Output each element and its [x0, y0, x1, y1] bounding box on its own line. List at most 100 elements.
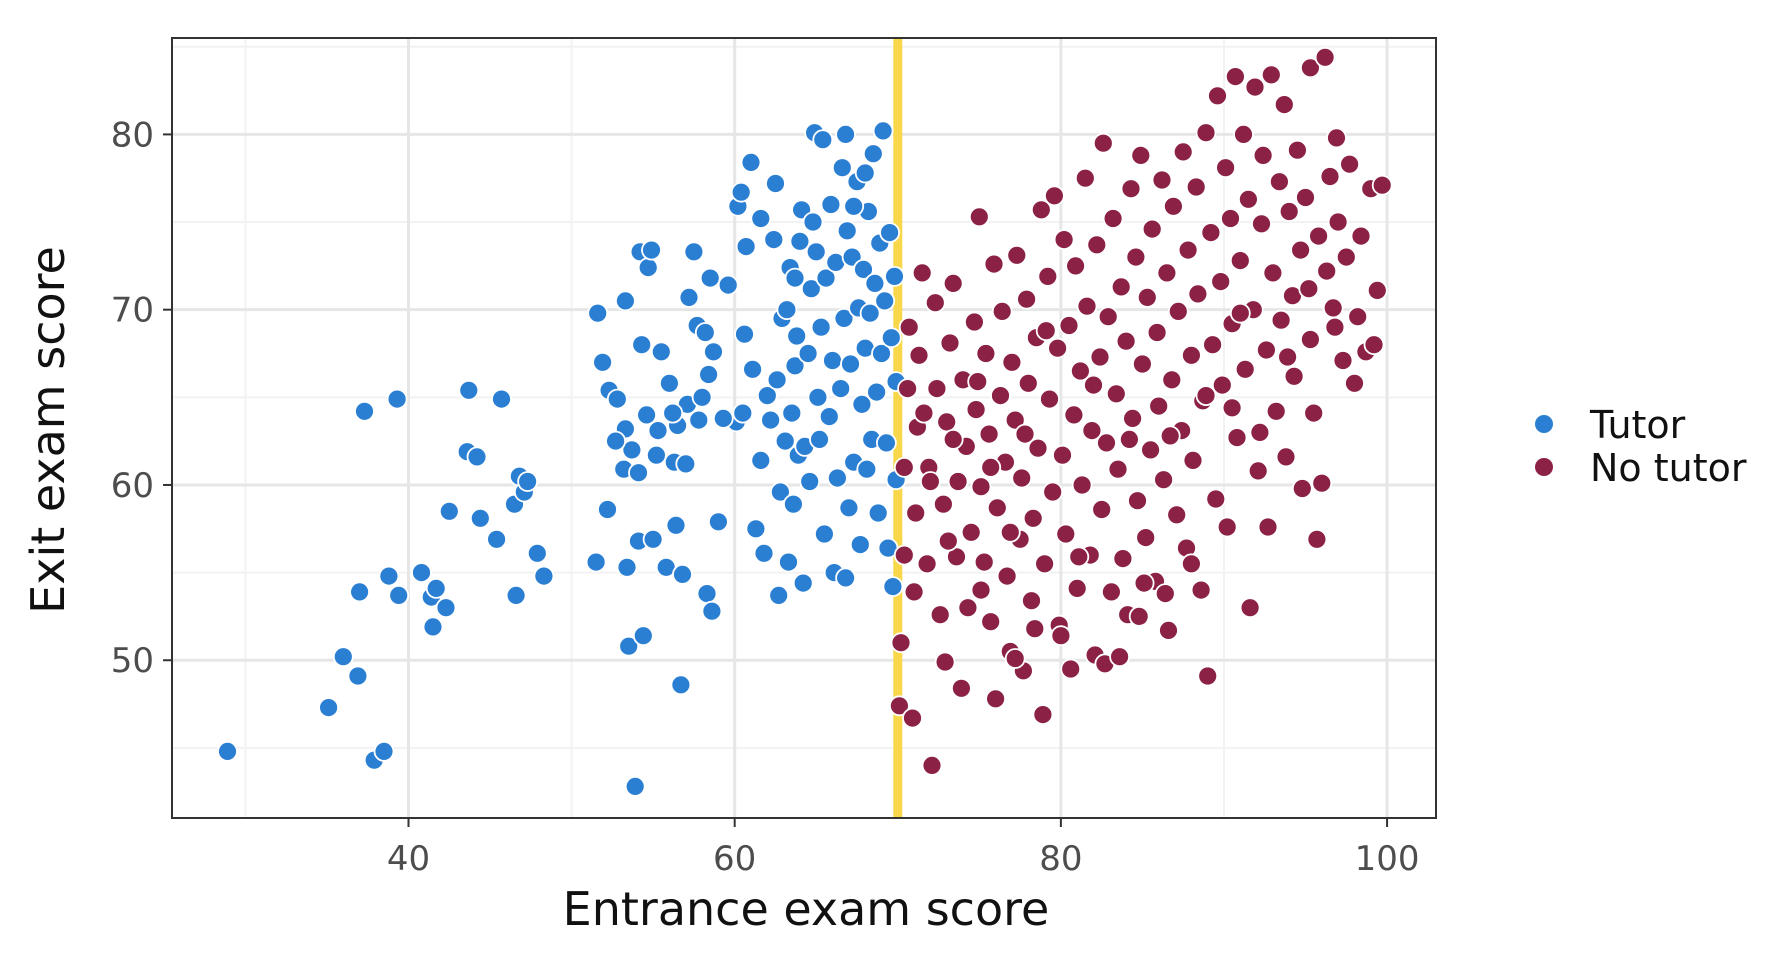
data-point [1055, 523, 1077, 545]
data-point [435, 597, 457, 619]
data-point [1156, 262, 1178, 284]
data-point [889, 695, 910, 717]
data-point [1125, 246, 1147, 268]
data-point [809, 428, 830, 450]
data-point [797, 343, 819, 364]
data-point [866, 381, 887, 403]
data-point [1319, 166, 1341, 187]
data-point [862, 143, 884, 165]
data-point [1314, 46, 1336, 68]
data-point [1278, 201, 1300, 222]
data-point [890, 632, 912, 654]
data-point [924, 292, 946, 314]
data-point [1181, 344, 1202, 366]
data-point [605, 430, 626, 452]
data-point [1350, 225, 1372, 247]
data-point [616, 556, 638, 578]
legend-key-tutor [1535, 415, 1553, 433]
data-point [1283, 365, 1305, 387]
data-point [647, 420, 669, 442]
data-point [1256, 339, 1277, 361]
legend: Tutor No tutor [1535, 403, 1747, 490]
data-point [735, 236, 757, 258]
data-point [1163, 195, 1184, 217]
data-point [1027, 437, 1049, 459]
data-point [871, 343, 892, 364]
data-point [1107, 458, 1129, 480]
data-point [1004, 409, 1026, 431]
data-point [388, 585, 410, 606]
data-point [942, 428, 964, 450]
data-point [1252, 144, 1274, 166]
data-point [750, 449, 772, 471]
data-point [970, 476, 992, 498]
data-point [1161, 369, 1183, 391]
data-point [675, 453, 697, 475]
data-point [1065, 255, 1086, 277]
data-point [318, 697, 340, 718]
data-point [805, 241, 827, 263]
data-point [1136, 286, 1158, 308]
data-point [999, 521, 1021, 543]
data-point [1006, 244, 1028, 266]
data-point [422, 616, 444, 638]
data-point [1135, 527, 1157, 548]
data-point [1269, 171, 1290, 193]
data-point [732, 402, 754, 424]
data-point [1172, 141, 1194, 163]
data-point [986, 497, 1008, 519]
data-point [1303, 402, 1325, 424]
data-point [1306, 528, 1328, 550]
data-point [968, 206, 990, 228]
series-tutor [217, 120, 907, 797]
data-point [745, 518, 767, 540]
data-point [1014, 423, 1036, 445]
x-tick-label: 40 [387, 839, 430, 879]
data-point [1166, 504, 1188, 526]
data-point [615, 290, 636, 312]
data-point [879, 222, 900, 244]
data-point [606, 388, 628, 410]
data-point [618, 635, 640, 657]
data-point [831, 157, 853, 179]
data-point [1110, 276, 1132, 298]
data-point [1202, 334, 1223, 356]
data-point [802, 211, 824, 233]
data-point [349, 581, 371, 603]
data-point [533, 565, 555, 587]
data-point [1226, 427, 1248, 449]
data-point [1133, 572, 1155, 594]
data-point [975, 343, 997, 364]
data-point [1211, 374, 1233, 396]
data-point [763, 229, 785, 251]
data-point [1265, 400, 1287, 422]
x-axis-tick-labels: 40 60 80 100 [387, 839, 1420, 879]
data-point [1154, 583, 1176, 604]
data-point [854, 162, 876, 184]
data-point [1083, 374, 1104, 396]
data-point [1316, 260, 1338, 282]
data-point [1132, 353, 1153, 375]
data-point [1017, 372, 1039, 394]
data-point [838, 497, 860, 519]
data-point [983, 253, 1005, 275]
data-point [1247, 460, 1269, 482]
data-point [967, 371, 989, 393]
data-point [921, 755, 943, 776]
data-point [1001, 351, 1023, 373]
data-point [799, 471, 821, 492]
data-point [750, 208, 772, 229]
data-point [1210, 271, 1232, 293]
data-point [1096, 432, 1117, 454]
data-point [833, 307, 855, 329]
data-point [864, 272, 886, 294]
data-point [1060, 658, 1082, 680]
data-point [985, 688, 1006, 710]
data-point [1197, 665, 1219, 687]
data-point [820, 194, 842, 215]
data-point [641, 239, 662, 261]
data-point [1030, 199, 1052, 221]
data-point [1273, 94, 1295, 115]
data-point [1044, 185, 1065, 207]
